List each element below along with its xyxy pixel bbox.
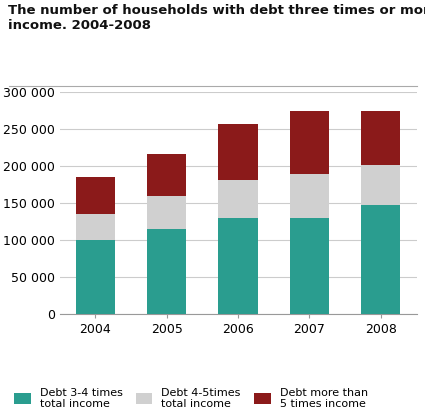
Bar: [290, 111, 329, 173]
Bar: [147, 229, 186, 314]
Bar: [76, 177, 115, 215]
Bar: [147, 154, 186, 196]
Bar: [76, 240, 115, 314]
Legend: Debt 3-4 times
total income, Debt 4-5times
total income, Debt more than
5 times : Debt 3-4 times total income, Debt 4-5tim…: [14, 388, 368, 409]
Bar: [361, 111, 400, 165]
Bar: [147, 196, 186, 229]
Bar: [76, 215, 115, 240]
Bar: [218, 179, 258, 218]
Bar: [290, 173, 329, 218]
Bar: [290, 218, 329, 314]
Text: The number of households with debt three times or more total
income. 2004-2008: The number of households with debt three…: [8, 4, 425, 32]
Bar: [218, 124, 258, 179]
Bar: [361, 205, 400, 314]
Bar: [218, 218, 258, 314]
Bar: [361, 165, 400, 205]
